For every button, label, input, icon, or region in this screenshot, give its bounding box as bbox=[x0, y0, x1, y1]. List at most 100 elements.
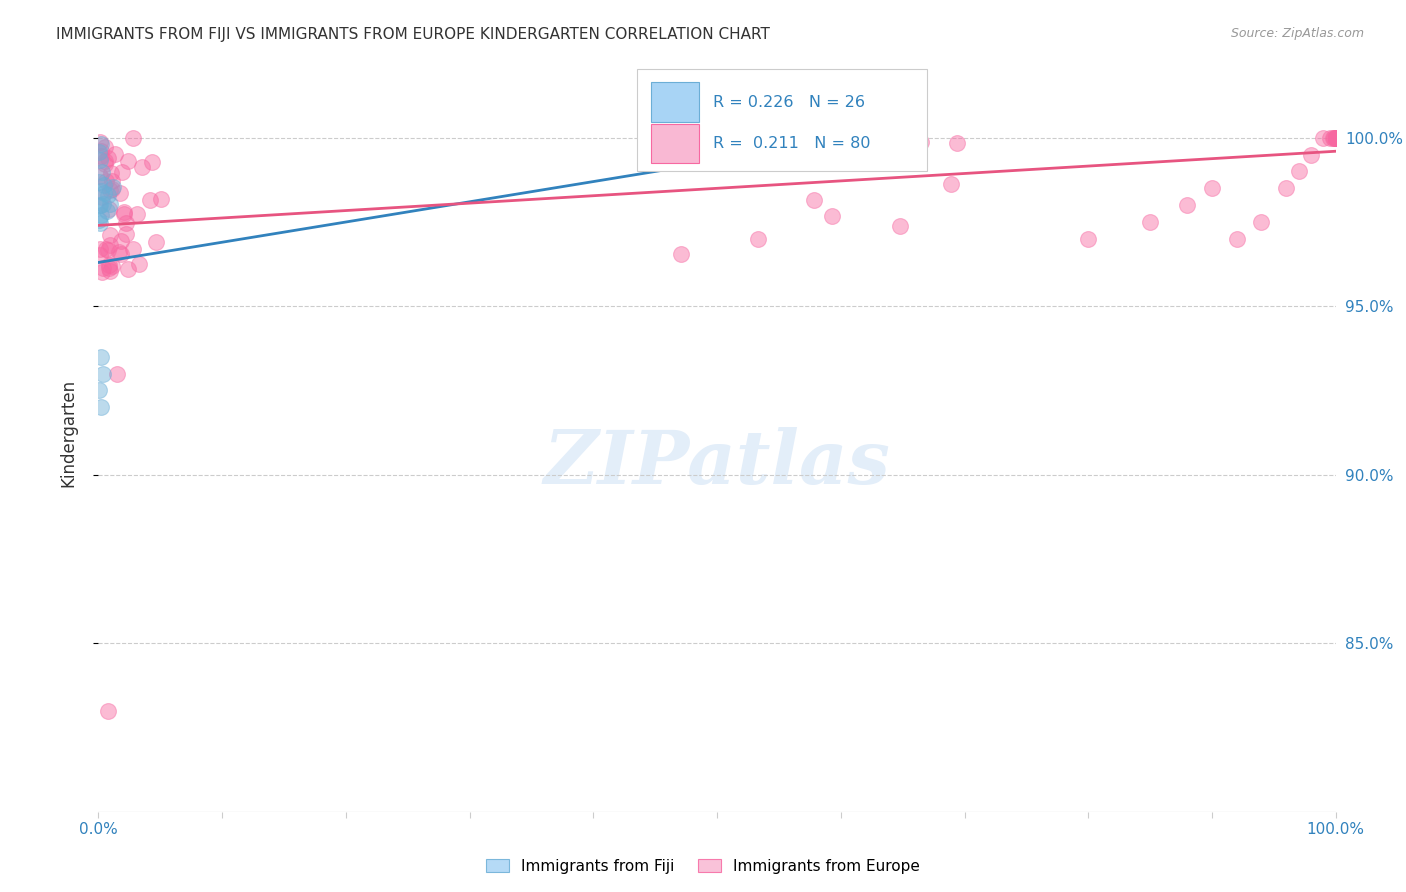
Point bbox=[1324, 130, 1347, 145]
Point bbox=[101, 260, 124, 274]
Point bbox=[115, 216, 138, 230]
Point bbox=[90, 149, 112, 163]
Point bbox=[91, 264, 114, 278]
Point bbox=[94, 174, 117, 188]
Point bbox=[122, 131, 145, 145]
Point bbox=[112, 207, 135, 221]
FancyBboxPatch shape bbox=[651, 82, 699, 122]
Point bbox=[145, 235, 167, 249]
Point bbox=[842, 130, 865, 145]
Point bbox=[89, 136, 111, 150]
Point bbox=[141, 155, 163, 169]
Point bbox=[98, 197, 121, 211]
Point bbox=[96, 203, 118, 218]
Text: IMMIGRANTS FROM FIJI VS IMMIGRANTS FROM EUROPE KINDERGARTEN CORRELATION CHART: IMMIGRANTS FROM FIJI VS IMMIGRANTS FROM … bbox=[56, 27, 770, 42]
Point bbox=[89, 242, 111, 256]
Point bbox=[90, 401, 112, 415]
Point bbox=[89, 169, 111, 184]
Point bbox=[747, 232, 769, 246]
Point bbox=[1324, 130, 1347, 145]
Point bbox=[97, 151, 120, 165]
Point bbox=[139, 193, 162, 207]
Point bbox=[93, 186, 115, 200]
Point bbox=[101, 174, 124, 188]
Point bbox=[89, 175, 111, 189]
FancyBboxPatch shape bbox=[637, 69, 928, 171]
Point bbox=[97, 188, 120, 202]
Point bbox=[101, 180, 124, 194]
Text: R =  0.211   N = 80: R = 0.211 N = 80 bbox=[713, 136, 870, 152]
Point bbox=[97, 243, 120, 257]
Point bbox=[100, 166, 122, 180]
Point bbox=[117, 153, 139, 168]
Point bbox=[105, 367, 128, 381]
Point bbox=[1201, 181, 1223, 195]
Point bbox=[87, 213, 110, 227]
Point bbox=[97, 202, 120, 216]
Point bbox=[87, 145, 110, 160]
Point bbox=[115, 227, 138, 241]
Point bbox=[821, 209, 844, 223]
Point bbox=[90, 350, 112, 364]
Point bbox=[121, 242, 143, 256]
Point bbox=[149, 192, 172, 206]
Point bbox=[94, 153, 117, 168]
Point bbox=[1275, 181, 1298, 195]
Point bbox=[889, 219, 911, 234]
Point bbox=[93, 178, 115, 192]
Point bbox=[131, 161, 153, 175]
Point bbox=[742, 130, 765, 145]
Point bbox=[1319, 130, 1341, 145]
Point bbox=[89, 153, 111, 168]
Point bbox=[101, 181, 124, 195]
Point bbox=[946, 136, 969, 151]
Point bbox=[1288, 164, 1310, 178]
Point bbox=[108, 244, 131, 259]
Point bbox=[90, 137, 112, 152]
Point bbox=[89, 248, 111, 262]
Point bbox=[110, 234, 132, 248]
Point bbox=[98, 227, 121, 242]
Point bbox=[90, 184, 112, 198]
FancyBboxPatch shape bbox=[651, 124, 699, 163]
Text: R = 0.226   N = 26: R = 0.226 N = 26 bbox=[713, 95, 865, 110]
Text: ZIPatlas: ZIPatlas bbox=[544, 426, 890, 500]
Point bbox=[776, 148, 799, 162]
Point bbox=[1139, 215, 1161, 229]
Point bbox=[1175, 198, 1198, 212]
Point bbox=[1299, 147, 1322, 161]
Point bbox=[1322, 130, 1344, 145]
Point bbox=[1324, 130, 1347, 145]
Point bbox=[90, 165, 112, 179]
Legend: Immigrants from Fiji, Immigrants from Europe: Immigrants from Fiji, Immigrants from Eu… bbox=[481, 853, 925, 880]
Point bbox=[91, 367, 114, 381]
Point bbox=[1077, 232, 1099, 246]
Point bbox=[128, 257, 150, 271]
Point bbox=[1323, 130, 1346, 145]
Point bbox=[780, 130, 803, 145]
Point bbox=[111, 165, 134, 179]
Point bbox=[97, 704, 120, 718]
Point bbox=[98, 238, 121, 252]
Point bbox=[98, 183, 121, 197]
Point bbox=[104, 147, 127, 161]
Point bbox=[1324, 130, 1347, 145]
Point bbox=[669, 247, 692, 261]
Point bbox=[1250, 215, 1272, 229]
Point bbox=[94, 140, 117, 154]
Point bbox=[127, 206, 149, 220]
Point bbox=[89, 198, 111, 212]
Point bbox=[87, 384, 110, 398]
Point bbox=[97, 258, 120, 272]
Point bbox=[94, 157, 117, 171]
Point bbox=[1324, 130, 1347, 145]
Point bbox=[90, 208, 112, 222]
Point bbox=[1324, 130, 1347, 145]
Point bbox=[1226, 232, 1249, 246]
Text: Source: ZipAtlas.com: Source: ZipAtlas.com bbox=[1230, 27, 1364, 40]
Point bbox=[1324, 130, 1347, 145]
Point bbox=[108, 186, 131, 201]
Point bbox=[87, 199, 110, 213]
Point bbox=[117, 262, 139, 277]
Point bbox=[910, 135, 932, 149]
